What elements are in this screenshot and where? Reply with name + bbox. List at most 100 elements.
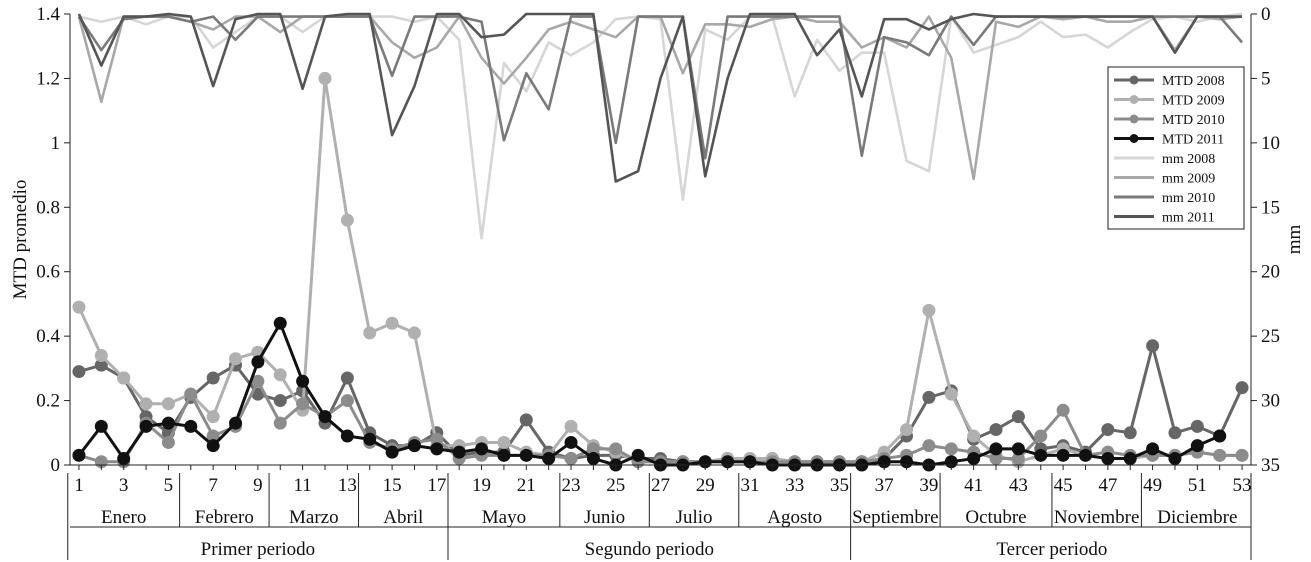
legend-label: mm 2008 [1162,152,1215,167]
x-tick-label: 17 [427,475,446,496]
legend-label: MTD 2008 [1162,74,1225,89]
point-mtd-2011 [94,419,108,433]
point-mtd-2008 [94,358,108,372]
month-label: Julio [676,507,713,528]
point-mtd-2009 [117,371,131,385]
point-mtd-2009 [564,419,578,433]
x-tick-label: 23 [562,475,581,496]
x-tick-label: 37 [875,475,894,496]
point-mtd-2008 [519,413,533,427]
point-mtd-2009 [161,397,175,411]
x-tick-label: 5 [164,475,174,496]
point-mtd-2011 [296,374,310,388]
y-tick-label: 1.2 [36,68,60,89]
point-mtd-2009 [407,326,421,340]
point-mtd-2010 [922,439,936,453]
point-mtd-2010 [1235,448,1249,462]
point-mtd-2011 [1168,452,1182,466]
legend-box [1107,66,1245,230]
point-mtd-2011 [363,432,377,446]
point-mtd-2009 [273,368,287,382]
month-label: Agosto [767,507,822,528]
point-mtd-2011 [586,452,600,466]
point-mtd-2011 [519,448,533,462]
point-mtd-2008 [1101,423,1115,437]
month-label: Noviembre [1054,507,1139,528]
y-tick-label: 1.4 [36,4,60,25]
point-mtd-2009 [944,387,958,401]
point-mtd-2011 [989,442,1003,456]
point-mtd-2009 [94,348,108,362]
point-mtd-2008 [1168,426,1182,440]
x-tick-label: 19 [472,475,491,496]
legend-label: MTD 2011 [1162,133,1224,148]
point-mtd-2011 [229,416,243,430]
x-tick-label: 9 [253,475,263,496]
point-mtd-2011 [497,448,511,462]
point-mtd-2008 [922,390,936,404]
x-tick-label: 1 [74,475,84,496]
point-mtd-2010 [609,442,623,456]
mtd-series-layer [72,71,1249,472]
x-tick-label: 15 [383,475,402,496]
point-mtd-2009 [497,435,511,449]
legend-label: mm 2009 [1162,172,1215,187]
series-line-mtd-2009 [77,76,1243,464]
point-mtd-2011 [631,448,645,462]
point-mtd-2009 [318,71,332,85]
point-mtd-2011 [542,452,556,466]
legend-swatch-marker [1129,114,1139,124]
point-mtd-2009 [139,397,153,411]
legend: MTD 2008 MTD 2009 MTD 2010 MTD 2011 mm 2008 m… [1107,66,1245,230]
point-mtd-2009 [363,326,377,340]
month-label: Febrero [195,507,254,528]
x-tick-label: 11 [293,475,311,496]
point-mtd-2010 [206,429,220,443]
y2-tick-label: 30 [1261,391,1280,412]
point-mtd-2009 [72,300,86,314]
x-tick-label: 31 [740,475,759,496]
x-tick-label: 27 [651,475,670,496]
legend-label: mm 2011 [1162,211,1215,226]
y2-tick-label: 15 [1261,197,1280,218]
point-mtd-2011 [1034,448,1048,462]
point-mtd-2011 [139,419,153,433]
series-line-mm-2009 [77,15,1243,181]
point-mtd-2010 [251,374,265,388]
point-mtd-2010 [161,435,175,449]
y2-tick-label: 0 [1261,4,1271,25]
point-mtd-2010 [586,442,600,456]
legend-swatch-marker [1129,134,1139,143]
point-mtd-2010 [296,397,310,411]
x-tick-label: 49 [1143,475,1162,496]
x-tick-label: 7 [208,475,218,496]
point-mtd-2009 [229,352,243,366]
y2-axis-title: mm [1284,225,1305,255]
point-mtd-2009 [967,429,981,443]
point-mtd-2011 [117,452,131,466]
y-tick-label: 0.2 [36,391,60,412]
x-tick-label: 45 [1054,475,1073,496]
point-mtd-2010 [273,416,287,430]
x-tick-label: 21 [517,475,536,496]
point-mtd-2010 [989,452,1003,466]
x-tick-label: 39 [919,475,938,496]
point-mtd-2008 [340,371,354,385]
point-mtd-2011 [1101,452,1115,466]
point-mtd-2010 [1011,452,1025,466]
mm-series-layer [77,12,1244,240]
y-tick-label: 0 [51,455,61,476]
point-mtd-2010 [430,432,444,446]
y-tick-label: 0.6 [36,262,60,283]
y-axis-title: MTD promedio [10,180,31,300]
x-tick-label: 47 [1098,475,1117,496]
point-mtd-2011 [452,445,466,459]
y-tick-label: 0.4 [36,326,60,347]
legend-label: MTD 2010 [1162,113,1225,128]
point-mtd-2011 [1011,442,1025,456]
month-label: Abril [383,507,423,528]
point-mtd-2011 [161,416,175,430]
point-mtd-2009 [922,303,936,317]
point-mtd-2011 [430,442,444,456]
